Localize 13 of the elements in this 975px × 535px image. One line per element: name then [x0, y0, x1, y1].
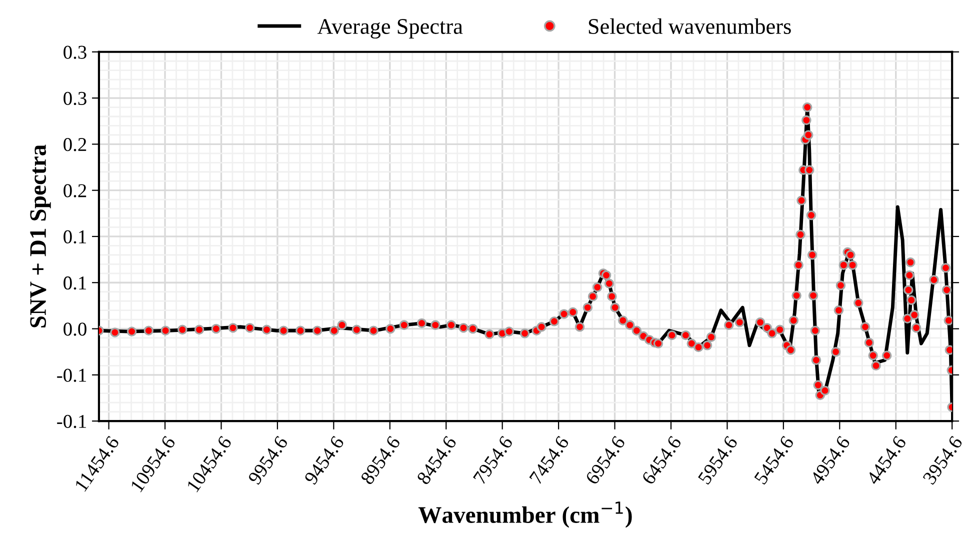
y-tick-label: 0.2 [64, 184, 86, 198]
legend-label: Selected wavenumbers [588, 18, 791, 34]
y-axis-title: SNV + D1 Spectra [30, 144, 51, 328]
y-tick-label: -0.1 [57, 368, 86, 382]
y-tick-label: 0.3 [64, 92, 86, 106]
x-axis-title: Wavenumber (cm$^{−1}$) [418, 502, 632, 528]
y-tick-label: 0.2 [64, 138, 86, 152]
legend-label: Average Spectra [317, 19, 463, 39]
y-tick-label: 0.3 [64, 46, 86, 59]
y-tick-label: -0.1 [57, 414, 86, 428]
y-tick-label: 0.1 [64, 276, 86, 290]
y-tick-label: 0.1 [64, 230, 86, 244]
y-tick-label: 0.0 [64, 322, 86, 336]
